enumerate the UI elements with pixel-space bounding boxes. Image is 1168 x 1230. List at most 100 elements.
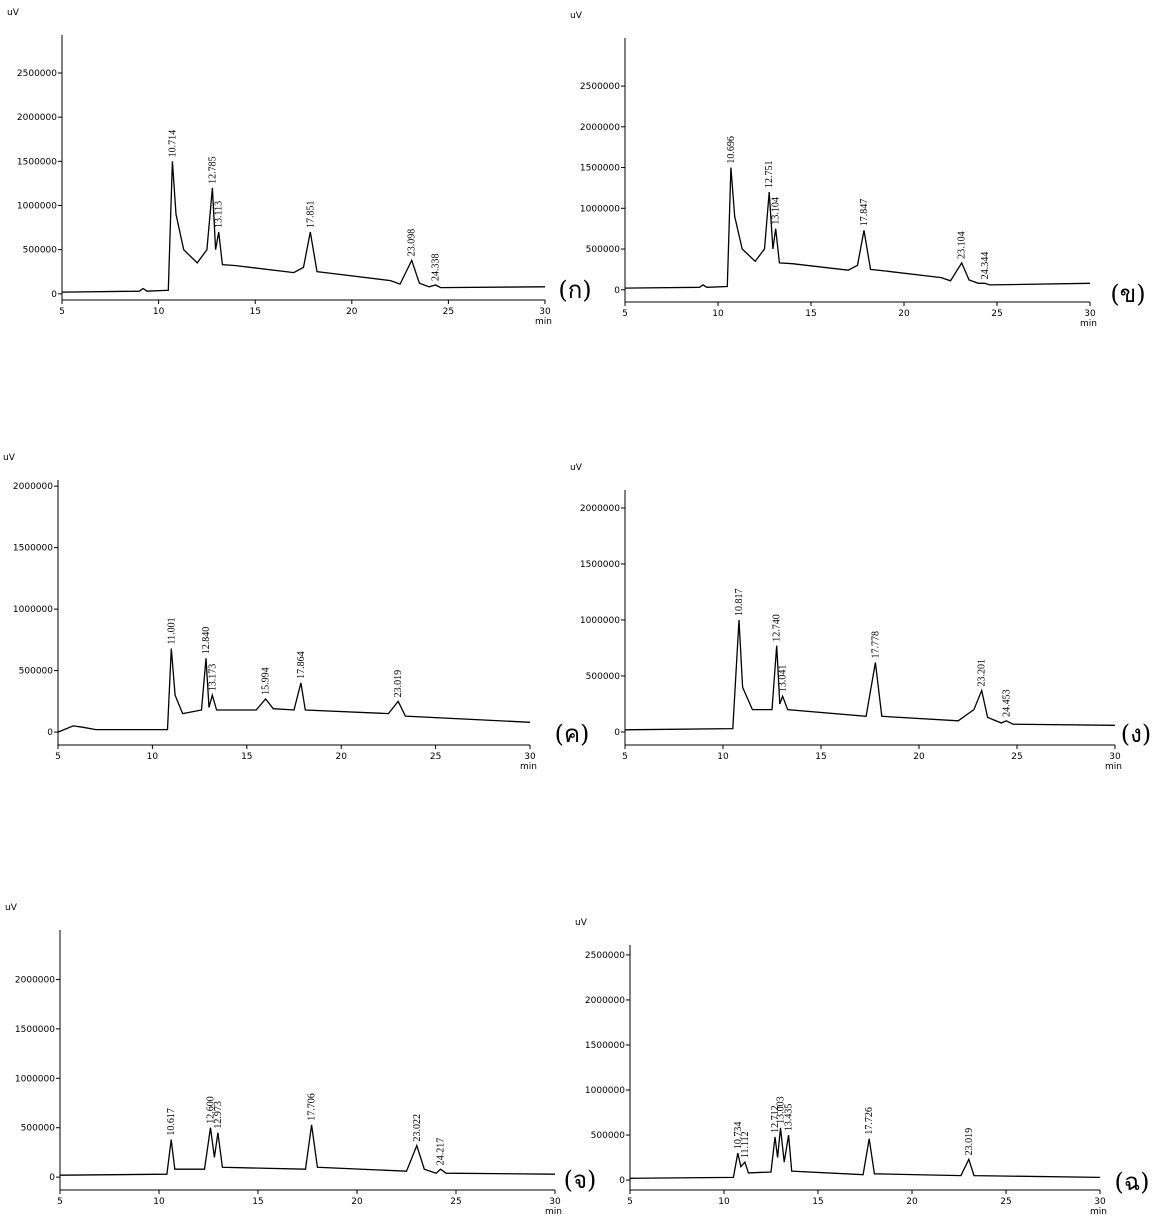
panel-label: (ค) xyxy=(555,720,590,748)
peak-label: 10.714 xyxy=(167,130,178,158)
peak-label: 11.112 xyxy=(740,1131,751,1158)
peak-label: 13.041 xyxy=(778,665,789,693)
peak-label: 12.973 xyxy=(213,1101,224,1129)
panel-label: (ก) xyxy=(558,276,591,304)
x-tick-label: 25 xyxy=(450,1197,461,1207)
peak-label: 17.847 xyxy=(859,199,870,227)
panel-label: (ฉ) xyxy=(1114,1168,1149,1196)
peak-label: 12.840 xyxy=(201,627,212,655)
peak-label: 11.001 xyxy=(166,617,177,644)
panel-label: (ง) xyxy=(1121,720,1151,748)
x-axis-label: min xyxy=(535,317,552,327)
y-tick-label: 500000 xyxy=(586,672,621,682)
x-tick-label: 5 xyxy=(622,309,628,319)
y-tick-label: 500000 xyxy=(591,1131,626,1141)
y-axis-label: uV xyxy=(570,463,583,473)
x-tick-label: 15 xyxy=(815,752,826,762)
y-tick-label: 2500000 xyxy=(17,69,57,79)
x-axis-label: min xyxy=(1080,319,1097,329)
x-tick-label: 10 xyxy=(153,307,165,317)
x-tick-label: 15 xyxy=(249,307,260,317)
peak-label: 17.851 xyxy=(305,200,316,228)
y-axis-label: uV xyxy=(570,11,583,21)
y-axis-label: uV xyxy=(5,903,18,913)
x-tick-label: 25 xyxy=(1011,752,1022,762)
x-tick-label: 10 xyxy=(153,1197,165,1207)
x-tick-label: 30 xyxy=(1109,752,1121,762)
y-axis-label: uV xyxy=(7,8,20,18)
x-tick-label: 15 xyxy=(812,1197,823,1207)
x-tick-label: 20 xyxy=(913,752,925,762)
x-tick-label: 10 xyxy=(147,752,159,762)
peak-label: 23.019 xyxy=(964,1128,975,1156)
x-tick-label: 30 xyxy=(524,752,536,762)
x-tick-label: 5 xyxy=(55,752,61,762)
peak-label: 13.113 xyxy=(214,201,225,228)
y-tick-label: 1000000 xyxy=(13,605,53,615)
peak-label: 15.994 xyxy=(261,667,272,695)
y-tick-label: 0 xyxy=(47,728,53,738)
x-tick-label: 5 xyxy=(59,307,65,317)
x-tick-label: 5 xyxy=(622,752,628,762)
peak-label: 10.696 xyxy=(726,136,737,164)
trace xyxy=(60,1125,555,1175)
x-tick-label: 25 xyxy=(430,752,441,762)
y-tick-label: 2000000 xyxy=(580,123,620,133)
x-tick-label: 20 xyxy=(346,307,358,317)
y-tick-label: 500000 xyxy=(586,245,621,255)
y-tick-label: 2000000 xyxy=(580,504,620,514)
peak-label: 13.173 xyxy=(207,664,218,692)
y-tick-label: 1500000 xyxy=(17,157,57,167)
peak-label: 23.201 xyxy=(977,659,988,687)
figure: 0 500000 1000000 1500000 2000000 2500000 5 10 15… xyxy=(0,0,1168,1226)
x-tick-label: 30 xyxy=(539,307,551,317)
y-tick-label: 1000000 xyxy=(580,204,620,214)
x-tick-label: 30 xyxy=(1094,1197,1106,1207)
x-tick-label: 20 xyxy=(906,1197,918,1207)
y-tick-label: 1000000 xyxy=(580,616,620,626)
y-tick-label: 2000000 xyxy=(17,113,57,123)
y-tick-label: 2000000 xyxy=(15,975,55,985)
x-axis-label: min xyxy=(545,1207,562,1217)
y-tick-label: 0 xyxy=(614,728,620,738)
y-tick-label: 1000000 xyxy=(585,1086,625,1096)
peak-label: 23.098 xyxy=(407,229,418,257)
y-tick-label: 2000000 xyxy=(13,482,53,492)
peak-label: 12.740 xyxy=(772,614,783,642)
x-tick-label: 15 xyxy=(805,309,816,319)
peak-label: 24.453 xyxy=(1001,689,1012,717)
y-tick-label: 2000000 xyxy=(585,996,625,1006)
x-tick-label: 15 xyxy=(241,752,252,762)
y-tick-label: 500000 xyxy=(21,1124,56,1134)
x-axis-label: min xyxy=(1105,762,1122,772)
panel-label: (ข) xyxy=(1110,280,1145,308)
peak-label: 12.751 xyxy=(764,161,775,189)
y-tick-label: 500000 xyxy=(23,246,58,256)
x-tick-label: 10 xyxy=(718,1197,730,1207)
peak-label: 23.022 xyxy=(412,1114,423,1142)
y-tick-label: 1500000 xyxy=(585,1041,625,1051)
peak-label: 10.617 xyxy=(166,1108,177,1136)
x-tick-label: 20 xyxy=(351,1197,363,1207)
chromatogram: 0 500000 1000000 1500000 2000000 2500000 5 10 15… xyxy=(7,8,592,327)
peak-label: 17.778 xyxy=(870,631,881,659)
y-axis-label: uV xyxy=(575,918,588,928)
peak-label: 17.864 xyxy=(296,651,307,679)
x-tick-label: 30 xyxy=(549,1197,561,1207)
x-tick-label: 20 xyxy=(898,309,910,319)
x-tick-label: 15 xyxy=(252,1197,263,1207)
y-tick-label: 1000000 xyxy=(17,201,57,211)
x-tick-label: 25 xyxy=(1000,1197,1011,1207)
chromatogram: 050000010000001500000200000051015202530u… xyxy=(570,463,1151,772)
y-tick-label: 0 xyxy=(51,290,57,300)
y-tick-label: 1500000 xyxy=(580,560,620,570)
panel-label: (จ) xyxy=(564,1166,597,1194)
x-axis-label: min xyxy=(520,762,537,772)
y-tick-label: 1500000 xyxy=(15,1025,55,1035)
trace xyxy=(62,161,545,292)
peak-label: 24.217 xyxy=(435,1138,446,1166)
peak-label: 13.435 xyxy=(784,1104,795,1132)
